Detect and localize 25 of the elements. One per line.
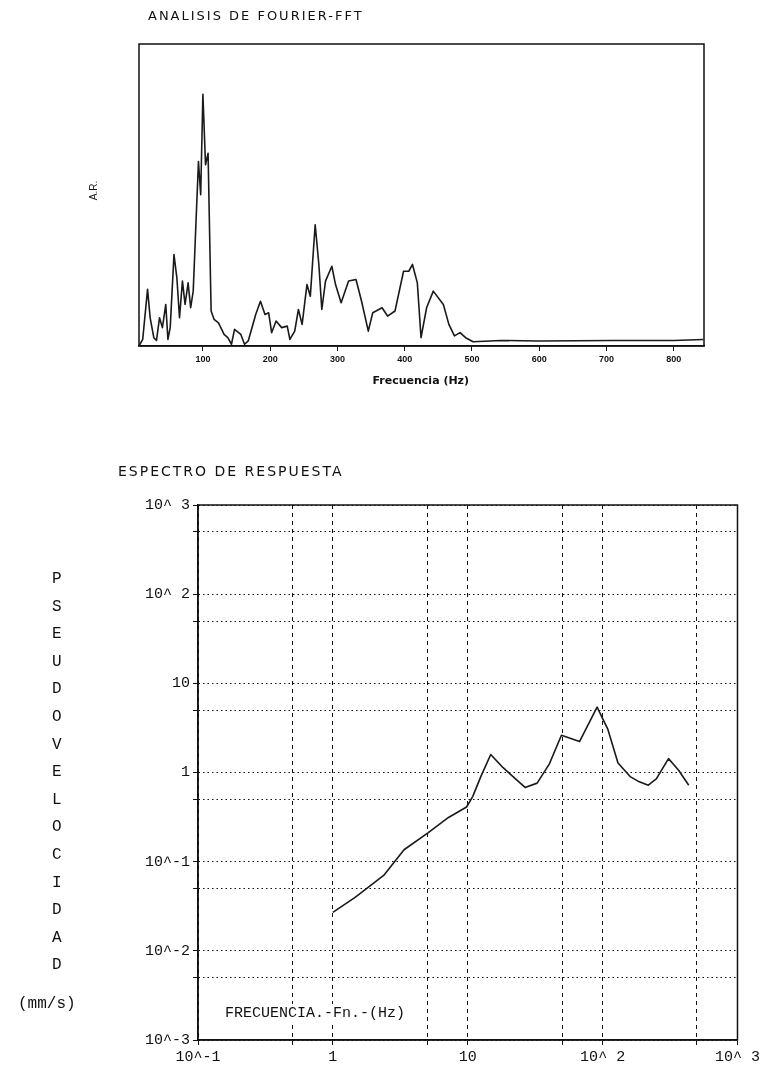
y-tick-label: 10^-2 bbox=[144, 942, 190, 960]
chart-title: ANALISIS DE FOURIER-FFT bbox=[148, 8, 364, 23]
y-tick-label: 10^-3 bbox=[144, 1031, 190, 1049]
x-tick-label: 10^ 2 bbox=[580, 1048, 626, 1066]
text: PSEUDOVELOCIDAD (mm/s) bbox=[18, 570, 76, 1013]
y-axis-title: A.R. bbox=[88, 180, 100, 201]
y-tick-label: 10^ 3 bbox=[144, 496, 190, 514]
x-axis-title: Frecuencia (Hz) bbox=[372, 374, 470, 387]
x-tick-label: 400 bbox=[397, 353, 413, 364]
x-tick-label: 800 bbox=[666, 353, 682, 364]
x-tick-label: 10 bbox=[458, 1048, 477, 1066]
y-tick-label: 10 bbox=[171, 675, 190, 693]
x-tick-label: 10^ 3 bbox=[714, 1048, 760, 1066]
y-tick-label: 10^ 2 bbox=[144, 586, 190, 604]
x-tick-label: 1 bbox=[328, 1048, 338, 1066]
chart-title: ESPECTRO DE RESPUESTA bbox=[118, 463, 344, 479]
x-tick-label: 100 bbox=[195, 353, 211, 364]
x-tick-label: 300 bbox=[329, 353, 345, 364]
x-tick-label: 200 bbox=[262, 353, 278, 364]
x-tick-label: 700 bbox=[598, 353, 614, 364]
y-tick-label: 10^-1 bbox=[144, 853, 190, 871]
x-tick-label: 500 bbox=[464, 353, 480, 364]
y-tick-label: 1 bbox=[180, 764, 190, 782]
x-tick-label: 600 bbox=[531, 353, 547, 364]
x-axis-title: FRECUENCIA.-Fn.-(Hz) bbox=[222, 1004, 409, 1023]
